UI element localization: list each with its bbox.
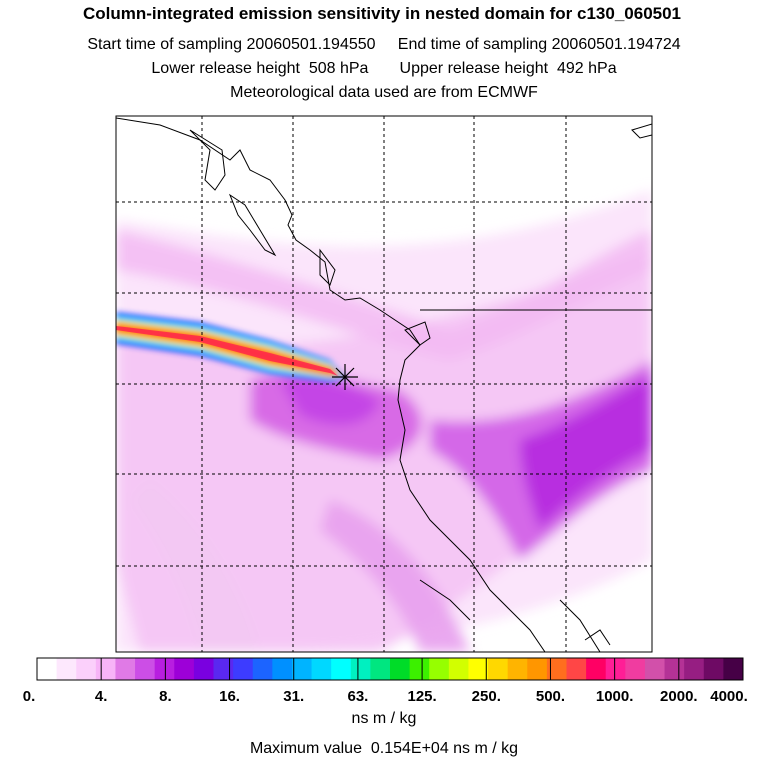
colorbar-segment: [56, 658, 77, 680]
colorbar-segment: [664, 658, 685, 680]
colorbar-segment: [370, 658, 391, 680]
colorbar-segment: [546, 658, 567, 680]
colorbar-tick-label: 1000.: [595, 688, 634, 705]
colorbar-tick-label: 8.: [159, 688, 172, 705]
colorbar-segment: [193, 658, 214, 680]
grid-lines: [116, 116, 652, 652]
colorbar-segment: [95, 658, 116, 680]
map-frame: [115, 115, 653, 653]
colorbar-segment: [213, 658, 234, 680]
colorbar-tick-label: 4.: [94, 688, 108, 705]
colorbar-segment: [233, 658, 254, 680]
coastlines: [116, 117, 652, 652]
colorbar-segment: [468, 658, 489, 680]
colorbar-segment: [507, 658, 528, 680]
colorbar-segment: [174, 658, 195, 680]
colorbar-tick-label: 63.: [347, 688, 369, 705]
release-point-marker: [332, 364, 358, 390]
colorbar-tick-label: 2000.: [660, 688, 698, 705]
colorbar-segment: [586, 658, 607, 680]
colorbar-frame: [36, 657, 744, 681]
colorbar-segment: [350, 658, 371, 680]
colorbar-segment: [723, 658, 744, 680]
colorbar-segment: [703, 658, 724, 680]
colorbar-segment: [154, 658, 175, 680]
sensitivity-field: [116, 116, 652, 652]
colorbar-segment: [605, 658, 626, 680]
colorbar-segment: [252, 658, 273, 680]
colorbar-segment: [625, 658, 646, 680]
colorbar-tick-label: 500.: [535, 688, 566, 705]
colorbar-segment: [644, 658, 666, 680]
colorbar-tick-label: 250.: [471, 688, 501, 705]
colorbar-units: ns m / kg: [351, 710, 417, 727]
release-heights: Lower release height 508 hPa Upper relea…: [151, 60, 617, 77]
colorbar-segment: [115, 658, 136, 680]
sampling-times: Start time of sampling 20060501.194550 E…: [87, 36, 681, 53]
colorbar-segment: [527, 658, 548, 680]
colorbar-segment: [37, 658, 58, 680]
colorbar-segment: [291, 658, 313, 680]
maximum-value: Maximum value 0.154E+04 ns m / kg: [249, 740, 519, 757]
colorbar-segment: [272, 658, 293, 680]
colorbar-segment: [448, 658, 469, 680]
colorbar-segment: [135, 658, 156, 680]
colorbar-tick-label: 31.: [283, 688, 305, 705]
colorbar-segment: [390, 658, 411, 680]
colorbar-tick-label: 4000.: [710, 688, 748, 705]
colorbar-tick-label: 16.: [219, 688, 240, 705]
colorbar-segment: [566, 658, 587, 680]
colorbar-segment: [429, 658, 450, 680]
colorbar: [36, 657, 744, 681]
colorbar-segment: [409, 658, 430, 680]
map-title: Column-integrated emission sensitivity i…: [82, 4, 682, 23]
colorbar-segment: [76, 658, 97, 680]
colorbar-tick-label: 0.: [22, 688, 36, 705]
colorbar-segment: [331, 658, 352, 680]
colorbar-segment: [488, 658, 509, 680]
colorbar-segment: [684, 658, 705, 680]
colorbar-tick-label: 125.: [407, 688, 437, 705]
colorbar-segment: [311, 658, 332, 680]
met-data-source: Meteorological data used are from ECMWF: [230, 84, 538, 101]
